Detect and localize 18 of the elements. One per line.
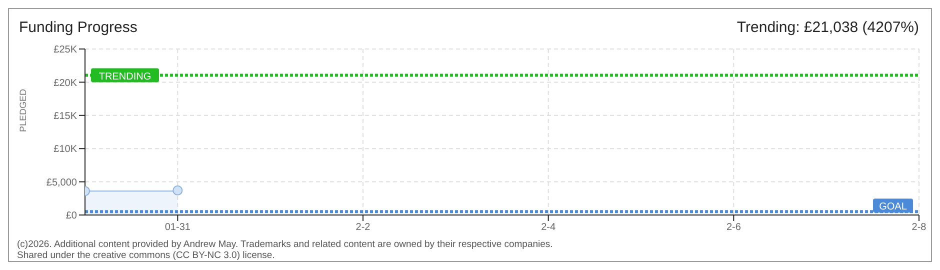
x-tick-label: 2-8 xyxy=(912,222,927,234)
y-tick-label: £0 xyxy=(66,210,78,222)
y-tick-label: £25K xyxy=(54,44,78,56)
y-tick-label: £20K xyxy=(54,78,78,89)
y-tick-label: £5,000 xyxy=(46,177,78,188)
y-tick-label: £15K xyxy=(54,110,78,122)
ref-line-label: GOAL xyxy=(879,202,908,213)
text: Trending: £21,038 (4207%) xyxy=(736,19,919,36)
y-tick-label: £10K xyxy=(54,144,78,156)
text: (c)2026. Additional content provided by Andrew May. Trademarks and related content are owned by their respective companies. xyxy=(17,239,553,250)
chart-title: Funding Progress xyxy=(19,19,138,36)
x-tick-label: 2-2 xyxy=(356,222,371,234)
x-tick-label: 2-6 xyxy=(726,222,742,234)
x-tick-label: 01-31 xyxy=(164,222,191,234)
text: Shared under the creative commons (CC BY-NC 3.0) license. xyxy=(17,250,276,261)
x-tick-label: 2-4 xyxy=(541,222,556,234)
ref-line-label: TRENDING xyxy=(98,71,152,82)
y-axis-title: PLEDGED xyxy=(18,88,28,132)
